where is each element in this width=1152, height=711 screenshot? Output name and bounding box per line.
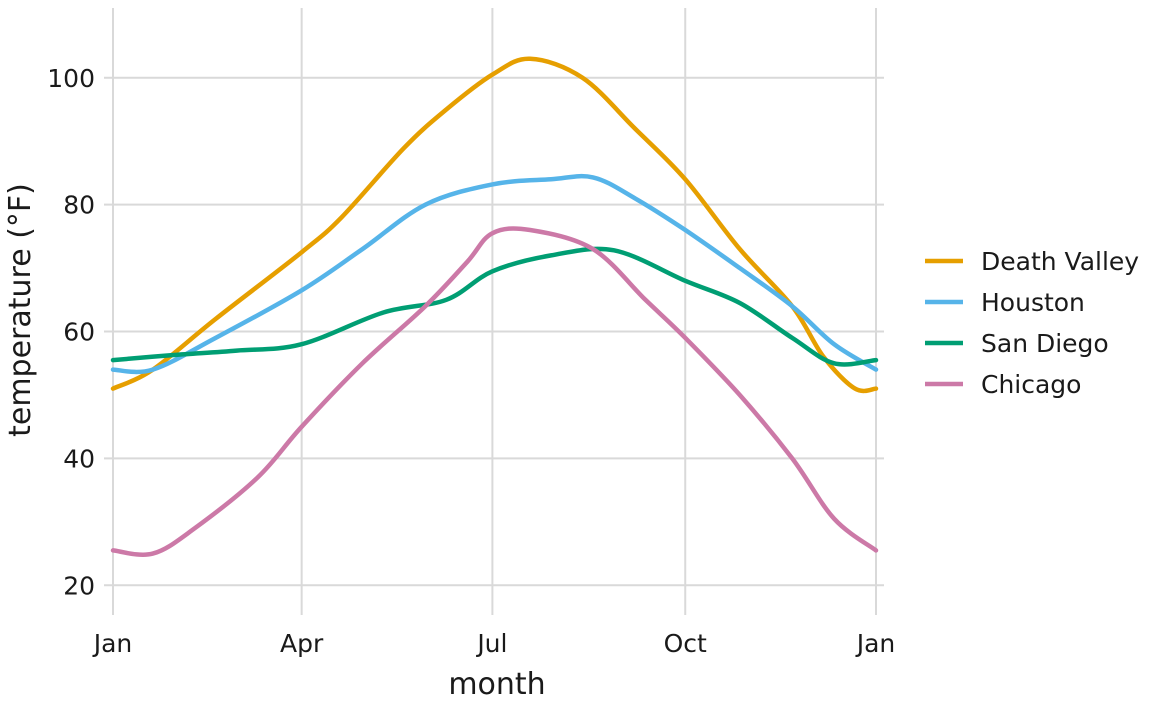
- y-tick-label: 100: [47, 64, 95, 93]
- legend: Death Valley Houston San Diego Chicago: [925, 247, 1139, 399]
- series-line-san-diego: [110, 246, 879, 367]
- x-tick-label: Jan: [855, 629, 896, 658]
- y-tick-label: 60: [63, 318, 95, 347]
- x-tick-label: Apr: [280, 629, 324, 658]
- y-tick-labels: 20 40 60 80 100: [47, 64, 95, 601]
- series-line-chicago: [110, 226, 879, 557]
- series-line-death-valley: [110, 56, 879, 394]
- y-axis-title: temperature (°F): [3, 183, 38, 437]
- x-tick-label: Jan: [92, 629, 133, 658]
- x-grid-lines: [112, 8, 877, 615]
- series-lines: [110, 56, 879, 557]
- legend-label-chicago: Chicago: [981, 370, 1081, 399]
- legend-label-houston: Houston: [981, 288, 1085, 317]
- y-tick-label: 20: [63, 571, 95, 600]
- legend-label-death-valley: Death Valley: [981, 247, 1139, 276]
- y-grid-lines: [104, 76, 884, 587]
- x-tick-label: Oct: [664, 629, 707, 658]
- y-tick-label: 40: [63, 444, 95, 473]
- legend-label-san-diego: San Diego: [981, 329, 1109, 358]
- x-axis-title: month: [448, 667, 545, 702]
- x-tick-labels: Jan Apr Jul Oct Jan: [92, 629, 896, 658]
- series-line-houston: [110, 173, 879, 375]
- x-tick-label: Jul: [475, 629, 507, 658]
- y-tick-label: 80: [63, 191, 95, 220]
